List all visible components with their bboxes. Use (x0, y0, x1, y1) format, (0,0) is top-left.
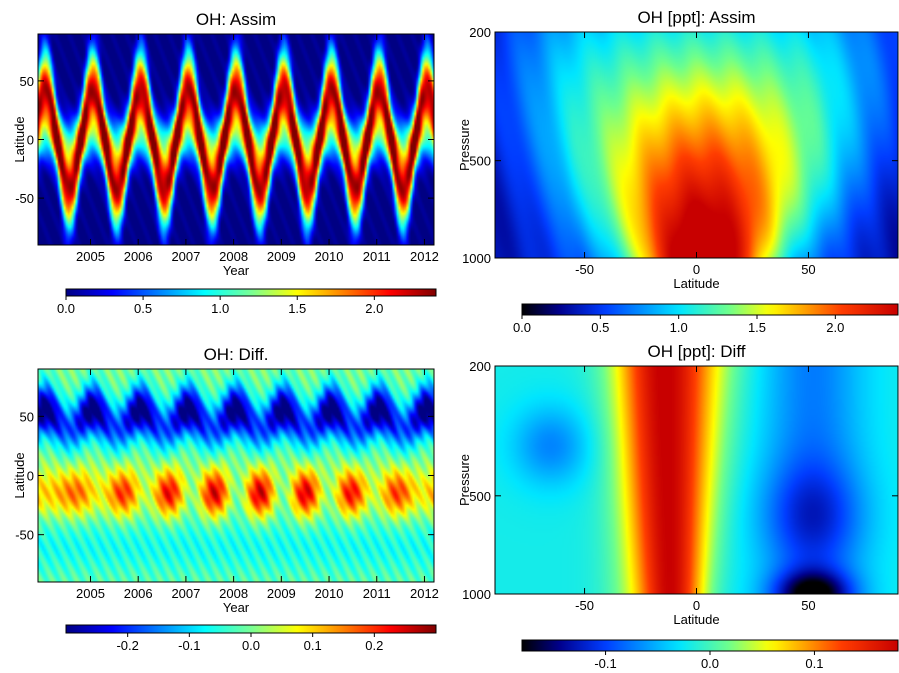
x-tick-label: 2005 (76, 586, 105, 601)
chart-title: OH [ppt]: Assim (637, 8, 755, 27)
colorbar-tick-label: 0.0 (513, 320, 531, 335)
colorbar-tick-label: 0.5 (591, 320, 609, 335)
y-tick-label: 500 (469, 154, 491, 169)
x-axis-label: Year (223, 263, 250, 278)
y-tick-label: 200 (469, 359, 491, 374)
chart-title: OH: Diff. (204, 345, 269, 364)
y-axis-label: Latitude (12, 452, 27, 498)
colorbar-tick-label: 0.0 (242, 638, 260, 653)
colorbar-tick-label: 1.5 (748, 320, 766, 335)
x-tick-label: 0 (693, 262, 700, 277)
y-tick-label: 1000 (462, 251, 491, 266)
x-axis-label: Latitude (673, 612, 719, 627)
colorbar-tick-label: -0.2 (116, 638, 138, 653)
chart-panel-3 (37, 368, 437, 637)
x-tick-label: 2008 (219, 586, 248, 601)
y-tick-label: 1000 (462, 587, 491, 602)
x-tick-label: 2011 (363, 586, 391, 601)
colorbar-tick-label: 0.0 (57, 301, 75, 316)
colorbar-tick-label: 0.1 (805, 656, 823, 671)
x-tick-label: 50 (801, 598, 815, 613)
colorbar (521, 639, 899, 652)
heatmap-field (38, 34, 434, 245)
colorbar (65, 288, 437, 297)
x-tick-label: 2006 (124, 586, 153, 601)
y-axis-label: Latitude (12, 116, 27, 162)
colorbar-tick-label: -0.1 (594, 656, 616, 671)
colorbar (65, 624, 437, 634)
y-tick-label: 0 (27, 133, 34, 148)
heatmap-field (495, 366, 898, 594)
colorbar-tick-label: -0.1 (178, 638, 200, 653)
x-axis-label: Latitude (673, 276, 719, 291)
chart-panel-2 (494, 31, 899, 319)
colorbar-tick-label: 1.5 (288, 301, 306, 316)
x-tick-label: 2012 (410, 249, 439, 264)
y-tick-label: 500 (469, 489, 491, 504)
x-tick-label: 2008 (219, 249, 248, 264)
colorbar-tick-label: 1.0 (211, 301, 229, 316)
y-axis-label: Pressure (457, 454, 472, 506)
x-axis-label: Year (223, 600, 250, 615)
y-tick-label: 0 (27, 469, 34, 484)
colorbar-tick-label: 1.0 (670, 320, 688, 335)
x-tick-label: 2007 (171, 586, 200, 601)
heatmap-field (38, 369, 434, 582)
x-tick-label: 2010 (315, 249, 344, 264)
x-tick-label: 50 (801, 262, 815, 277)
y-tick-label: 50 (20, 409, 34, 424)
x-tick-label: 2007 (171, 249, 200, 264)
x-tick-label: 2009 (267, 249, 296, 264)
chart-title: OH [ppt]: Diff (648, 342, 746, 361)
heatmap-field (495, 32, 898, 258)
x-tick-label: 2010 (315, 586, 344, 601)
chart-title: OH: Assim (196, 10, 276, 29)
y-tick-label: 200 (469, 25, 491, 40)
y-tick-label: 50 (20, 74, 34, 89)
colorbar-tick-label: 0.0 (701, 656, 719, 671)
y-tick-label: -50 (15, 191, 34, 206)
x-tick-label: 2011 (363, 249, 391, 264)
chart-panel-4 (494, 365, 899, 655)
x-tick-label: -50 (575, 598, 594, 613)
x-tick-label: 2012 (410, 586, 439, 601)
y-axis-label: Pressure (457, 119, 472, 171)
x-tick-label: 0 (693, 598, 700, 613)
x-tick-label: 2009 (267, 586, 296, 601)
colorbar-tick-label: 2.0 (826, 320, 844, 335)
colorbar-tick-label: 2.0 (365, 301, 383, 316)
x-tick-label: 2005 (76, 249, 105, 264)
colorbar-tick-label: 0.1 (304, 638, 322, 653)
y-tick-label: -50 (15, 528, 34, 543)
x-tick-label: 2006 (124, 249, 153, 264)
x-tick-label: -50 (575, 262, 594, 277)
chart-panel-1 (37, 33, 437, 300)
colorbar-tick-label: 0.2 (365, 638, 383, 653)
colorbar-tick-label: 0.5 (134, 301, 152, 316)
colorbar (521, 303, 899, 316)
